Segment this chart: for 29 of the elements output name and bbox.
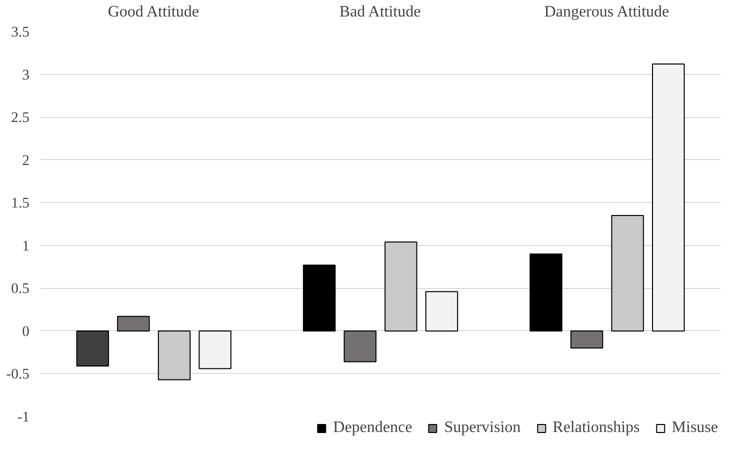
bar [302, 264, 336, 332]
bar [530, 253, 562, 332]
y-tick-label: 2.5 [11, 110, 30, 126]
legend-label: Supervision [444, 419, 521, 437]
bar [198, 330, 232, 370]
y-tick-label: 3 [22, 67, 30, 84]
x-tick-label: Good Attitude [108, 4, 199, 20]
y-tick-label: 2 [22, 152, 30, 169]
bar [611, 214, 644, 332]
bar [344, 330, 376, 362]
bar [425, 291, 458, 332]
x-tick-label: Bad Attitude [339, 4, 421, 20]
bar [158, 330, 191, 380]
bar [117, 316, 150, 332]
bar [652, 64, 685, 332]
x-tick-label: Dangerous Attitude [544, 4, 670, 20]
bar [76, 330, 109, 367]
y-tick-label: -1 [17, 410, 30, 426]
y-tick-label: -0.5 [6, 366, 30, 383]
y-tick-label: 0.5 [11, 281, 30, 298]
legend-label: Misuse [672, 419, 718, 437]
y-tick-label: 1.5 [11, 196, 30, 212]
legend-label: Relationships [552, 419, 640, 437]
bar [384, 241, 418, 332]
y-tick-label: 0 [22, 324, 30, 340]
bar [570, 330, 604, 349]
y-tick-label: 3.5 [11, 24, 30, 40]
legend-label: Dependence [333, 419, 412, 437]
y-tick-label: 1 [22, 238, 30, 254]
